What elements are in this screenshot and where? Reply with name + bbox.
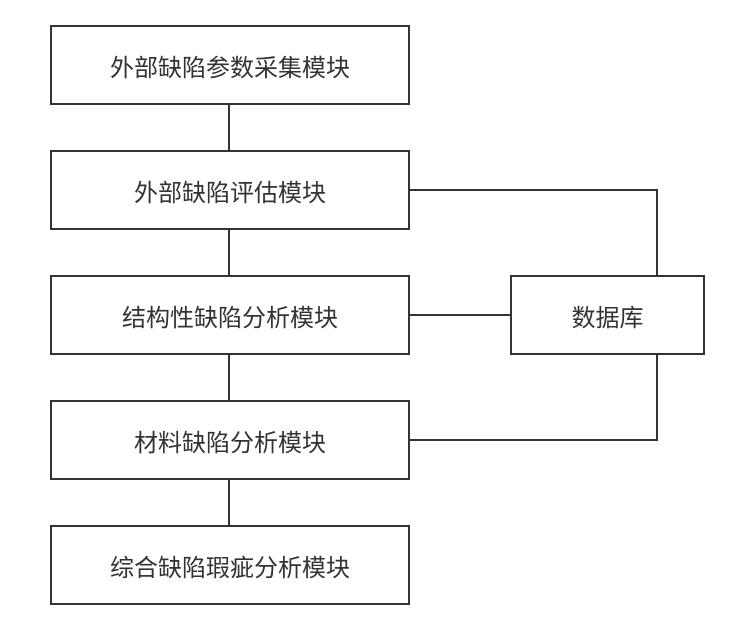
flowchart-node-comprehensive-defect-analysis: 综合缺陷瑕疵分析模块 <box>50 525 410 605</box>
node-label: 数据库 <box>572 298 644 333</box>
flowchart-node-structural-defect-analysis: 结构性缺陷分析模块 <box>50 275 410 355</box>
node-label: 材料缺陷分析模块 <box>134 423 326 458</box>
flowchart-node-material-defect-analysis: 材料缺陷分析模块 <box>50 400 410 480</box>
connector-horizontal <box>410 189 658 191</box>
connector-vertical <box>656 189 658 275</box>
node-label: 结构性缺陷分析模块 <box>122 298 338 333</box>
connector-vertical <box>228 480 230 525</box>
connector-vertical <box>228 230 230 275</box>
connector-horizontal <box>410 314 510 316</box>
flowchart-node-external-defect-evaluation: 外部缺陷评估模块 <box>50 150 410 230</box>
node-label: 外部缺陷参数采集模块 <box>110 48 350 83</box>
connector-vertical <box>228 355 230 400</box>
flowchart-node-database: 数据库 <box>510 275 705 355</box>
node-label: 外部缺陷评估模块 <box>134 173 326 208</box>
flowchart-node-external-defect-param-collection: 外部缺陷参数采集模块 <box>50 25 410 105</box>
connector-horizontal <box>410 439 658 441</box>
connector-vertical <box>228 105 230 150</box>
node-label: 综合缺陷瑕疵分析模块 <box>110 548 350 583</box>
connector-vertical <box>656 355 658 441</box>
